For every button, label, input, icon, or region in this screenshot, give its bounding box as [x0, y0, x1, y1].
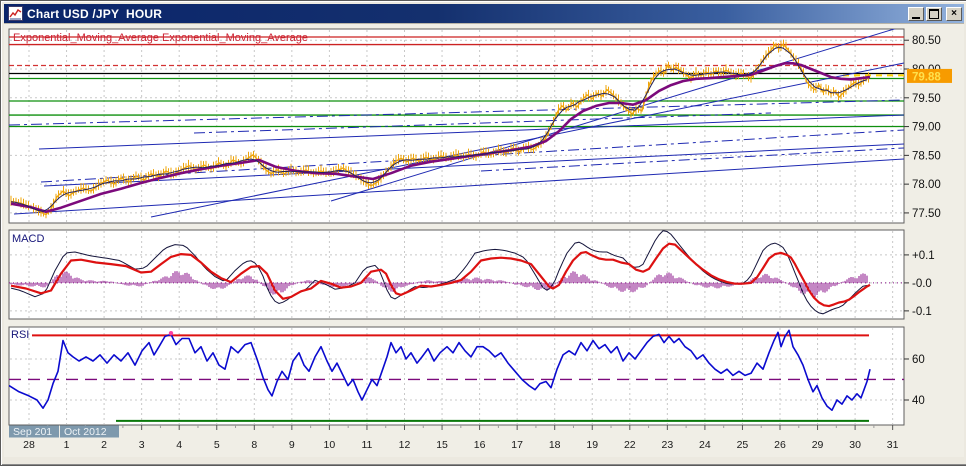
trendline[interactable]: [38, 114, 904, 150]
x-axis-day-label: 28: [23, 439, 35, 451]
x-axis-day-label: 31: [887, 439, 899, 451]
panel-label-price: Exponential_Moving_Average Exponential_M…: [13, 32, 308, 44]
x-axis-day-label: 24: [699, 439, 711, 451]
price-line: [10, 43, 871, 216]
month-badge-label: Oct 2012: [64, 426, 107, 438]
x-axis: 28 1 2 3 4 5 8 9 10 11 12 15 16 17 18 19 22 23 24 25 26 29 30 3…: [9, 425, 899, 451]
y-axis-label: 78.00: [912, 179, 941, 191]
current-price-label: 79.88: [912, 71, 941, 83]
trendline-dashdot[interactable]: [193, 112, 772, 134]
macd-histogram: [10, 271, 868, 298]
y-axis-label: -0.0: [912, 278, 932, 290]
maximize-button[interactable]: [926, 6, 942, 21]
y-axis-label: 79.00: [912, 122, 941, 134]
x-axis-day-label: 5: [214, 439, 220, 451]
ema-fast-line: [10, 46, 868, 212]
x-axis-day-label: 12: [399, 439, 411, 451]
trendline[interactable]: [13, 158, 904, 215]
trendline-dashdot[interactable]: [9, 99, 904, 126]
x-axis-day-label: 10: [324, 439, 336, 451]
minimize-icon: [912, 17, 920, 19]
rsi-line: [9, 329, 871, 411]
chart-icon: [8, 6, 23, 21]
x-axis-day-label: 19: [586, 439, 598, 451]
close-button[interactable]: ×: [946, 6, 962, 21]
y-axis-label: 80.50: [912, 35, 941, 47]
month-badge: [60, 425, 119, 438]
maximize-icon: [929, 9, 939, 19]
y-axis-label: -0.1: [912, 306, 932, 318]
y-axis-label: 79.50: [912, 93, 941, 105]
x-axis-day-label: 8: [251, 439, 257, 451]
y-axis-label: 77.50: [912, 208, 941, 220]
x-axis-day-label: 29: [812, 439, 824, 451]
y-axis-label: 60: [912, 354, 925, 366]
x-axis-day-label: 18: [549, 439, 561, 451]
x-axis-day-label: 23: [662, 439, 674, 451]
x-axis-day-label: 11: [361, 439, 372, 451]
month-badge-label: Sep 201: [13, 426, 52, 438]
month-badge: [9, 425, 59, 438]
x-axis-day-label: 15: [436, 439, 448, 451]
ema-slow-line: [10, 62, 871, 214]
x-axis-day-label: 25: [737, 439, 749, 451]
trendline-dashdot[interactable]: [480, 147, 904, 172]
trendline[interactable]: [150, 62, 904, 218]
window-title: Chart USD /JPY HOUR: [27, 6, 163, 21]
x-axis-day-label: 16: [474, 439, 486, 451]
x-axis-day-label: 22: [624, 439, 636, 451]
panel-macd[interactable]: +0.1 -0.0 -0.1 MACD: [8, 229, 935, 320]
window-controls: ×: [906, 6, 962, 21]
y-axis-label: 40: [912, 395, 925, 407]
panel-label-macd: MACD: [12, 233, 44, 245]
x-axis-day-label: 3: [139, 439, 145, 451]
current-price-badge: 79.88: [907, 68, 952, 83]
x-axis-day-label: 17: [511, 439, 523, 451]
panel-price[interactable]: 80.5080.0079.5079.0078.5078.0077.50Expon…: [8, 26, 941, 224]
peak-marker: [168, 330, 174, 336]
trendline[interactable]: [330, 26, 904, 202]
minimize-button[interactable]: [908, 6, 924, 21]
trendline[interactable]: [43, 143, 904, 187]
x-axis-day-label: 4: [176, 439, 182, 451]
y-axis-label: +0.1: [912, 250, 935, 262]
macd-signal-line: [10, 242, 871, 308]
x-axis-day-label: 30: [849, 439, 861, 451]
x-axis-day-label: 9: [289, 439, 295, 451]
trendline-dashdot[interactable]: [40, 129, 904, 183]
window-titlebar[interactable]: Chart USD /JPY HOUR ×: [4, 4, 964, 23]
panel-label-rsi: RSI: [11, 329, 29, 341]
x-axis-day-label: 1: [64, 439, 70, 451]
y-axis-label: 78.50: [912, 150, 941, 162]
x-axis-day-label: 2: [101, 439, 107, 451]
x-axis-day-label: 26: [774, 439, 786, 451]
panel-rsi[interactable]: 60 40 RSI: [8, 326, 925, 426]
